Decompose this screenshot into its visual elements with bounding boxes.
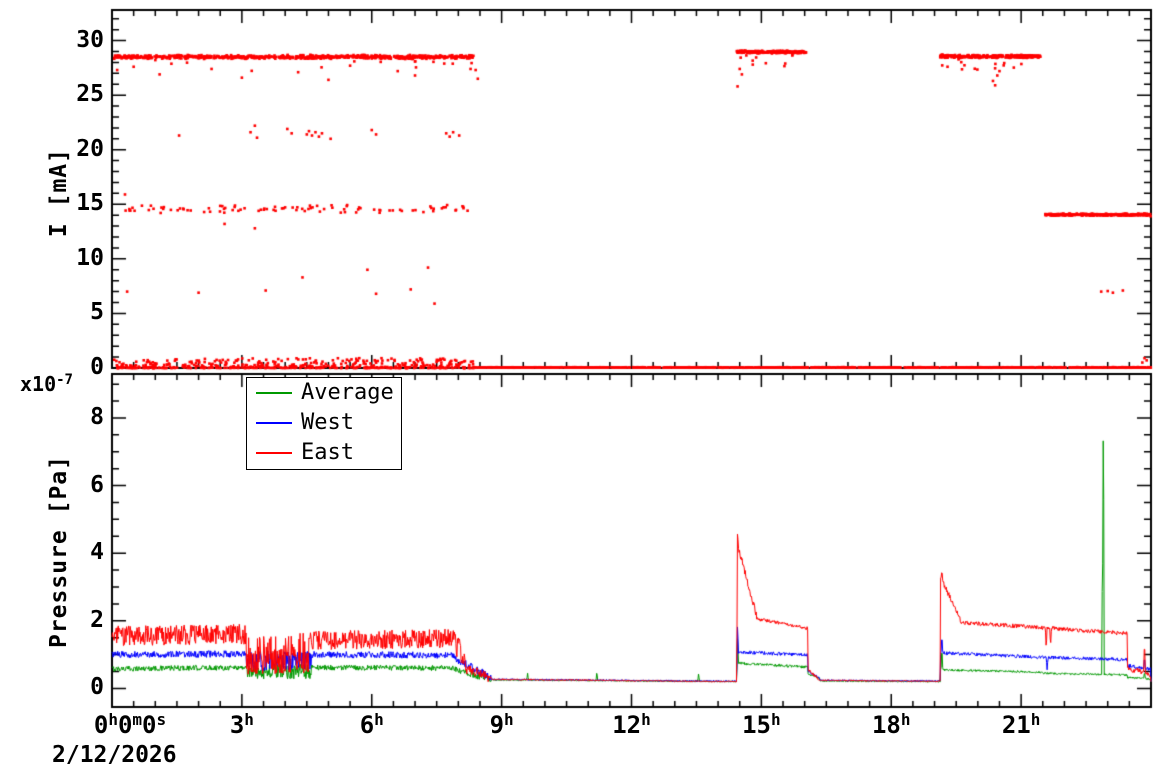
x-tick-unit: h <box>374 710 384 729</box>
legend-entry-average: Average <box>247 378 401 408</box>
x-tick-label: 6h <box>359 710 384 739</box>
x-tick-unit: s <box>156 710 167 729</box>
y-tick-label-current: 10 <box>76 244 104 271</box>
legend-label-east: East <box>301 440 354 465</box>
y-scale-label: x10-7 <box>20 372 73 396</box>
y-tick-label-pressure: 2 <box>90 606 104 633</box>
y-tick-label-current: 15 <box>76 190 104 217</box>
x-tick-unit: h <box>771 710 781 729</box>
x-tick-label: 0h0m0s <box>93 710 167 739</box>
x-tick-unit: h <box>900 710 911 729</box>
y-tick-label-current: 5 <box>90 299 104 326</box>
x-tick-label: 3h <box>229 710 254 739</box>
x-tick-label: 21h <box>1001 710 1041 739</box>
y-tick-label-current: 30 <box>76 26 104 53</box>
x-tick-unit: h <box>1030 710 1041 729</box>
legend-label-average: Average <box>301 380 394 405</box>
x-tick-label: 15h <box>742 710 781 739</box>
x-tick-label: 18h <box>871 710 911 739</box>
x-tick-unit: h <box>108 710 118 729</box>
x-tick-unit: h <box>641 710 651 729</box>
legend-entry-west: West <box>247 408 401 438</box>
y-tick-label-pressure: 6 <box>90 471 104 498</box>
x-tick-unit: h <box>244 710 254 729</box>
y-tick-label-current: 0 <box>90 354 104 380</box>
date-label: 2/12/2026 <box>52 742 177 768</box>
legend-box: Average West East <box>246 377 402 470</box>
x-tick-unit: h <box>504 710 514 729</box>
x-tick-label: 12h <box>612 710 651 739</box>
x-tick-label: 9h <box>489 710 514 739</box>
y-tick-label-pressure: 4 <box>90 539 104 566</box>
y-scale-base: x10 <box>20 372 57 396</box>
legend-line-average <box>256 392 292 394</box>
legend-entry-east: East <box>247 438 401 468</box>
x-tick-unit: m <box>132 710 143 729</box>
legend-line-west <box>256 422 292 424</box>
y-scale-exponent: -7 <box>56 372 73 388</box>
legend-line-east <box>256 452 292 454</box>
y-tick-label-current: 25 <box>76 81 104 108</box>
y-tick-label-pressure: 0 <box>90 674 104 701</box>
y-tick-label-pressure: 8 <box>90 403 104 430</box>
legend-label-west: West <box>301 410 354 435</box>
y-tick-label-current: 20 <box>76 135 104 162</box>
